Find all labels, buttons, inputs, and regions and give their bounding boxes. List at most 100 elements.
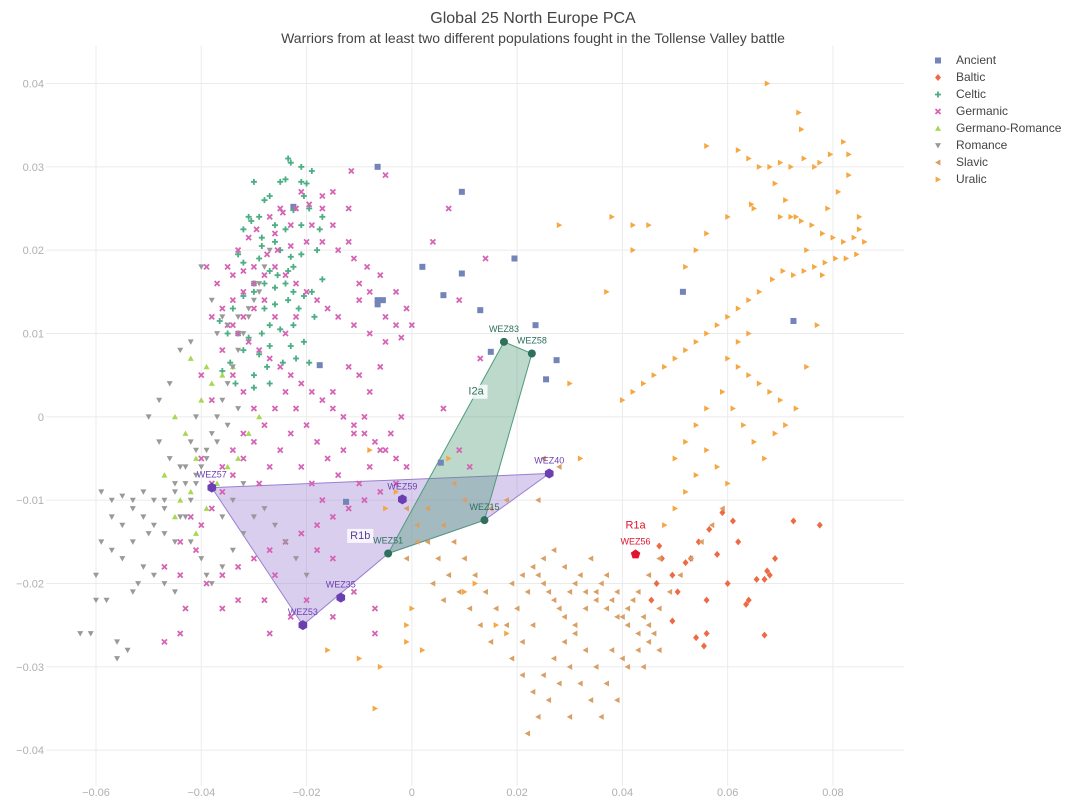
point-germanic bbox=[356, 372, 363, 379]
point-uralic bbox=[683, 488, 689, 495]
point-slavic bbox=[550, 547, 557, 554]
point-celtic bbox=[308, 288, 315, 295]
point-germanic bbox=[198, 455, 205, 462]
point-romance bbox=[271, 522, 278, 529]
point-slavic bbox=[566, 588, 573, 595]
point-uralic bbox=[814, 322, 821, 329]
point-germanic bbox=[161, 638, 168, 645]
point-baltic bbox=[700, 642, 707, 650]
point-uralic bbox=[756, 288, 763, 295]
point-romance bbox=[77, 631, 84, 637]
point-celtic bbox=[300, 338, 307, 345]
point-celtic bbox=[298, 222, 305, 229]
point-germanic bbox=[329, 188, 337, 195]
point-uralic bbox=[827, 151, 834, 158]
point-romance bbox=[161, 581, 168, 587]
point-germanic bbox=[203, 580, 210, 587]
sample-label-wez15: WEZ15 bbox=[469, 502, 499, 512]
point-uralic bbox=[630, 247, 636, 254]
point-slavic bbox=[598, 713, 604, 720]
haplogroup-hulls: I2a R1b bbox=[210, 341, 551, 626]
point-romance bbox=[256, 289, 263, 295]
point-germanic bbox=[292, 405, 300, 412]
point-germanic bbox=[371, 630, 379, 637]
point-uralic bbox=[556, 222, 563, 229]
point-celtic bbox=[277, 178, 284, 185]
point-uralic bbox=[704, 405, 710, 412]
legend-marker-germanic bbox=[934, 108, 942, 115]
point-romance bbox=[124, 647, 131, 654]
point-germanic bbox=[398, 334, 405, 341]
point-celtic bbox=[306, 359, 313, 366]
point-germanic bbox=[345, 363, 352, 370]
point-uralic bbox=[725, 213, 731, 220]
point-germano-romance bbox=[245, 430, 252, 436]
point-uralic bbox=[662, 522, 668, 529]
point-slavic bbox=[587, 697, 594, 704]
x-tick-label: 0.04 bbox=[612, 787, 633, 799]
point-baltic bbox=[753, 575, 760, 583]
point-uralic bbox=[843, 255, 850, 262]
point-germanic bbox=[361, 497, 368, 504]
point-uralic bbox=[835, 188, 842, 195]
sample-label-wez35: WEZ35 bbox=[326, 580, 356, 590]
point-romance bbox=[171, 589, 178, 595]
point-baltic bbox=[761, 631, 768, 639]
point-germanic bbox=[229, 322, 237, 329]
point-germanic bbox=[234, 247, 242, 254]
point-germanic bbox=[266, 213, 273, 220]
point-celtic bbox=[285, 297, 292, 304]
point-uralic bbox=[791, 272, 797, 279]
point-germanic bbox=[345, 205, 352, 212]
point-romance bbox=[224, 322, 231, 329]
point-germanic bbox=[366, 388, 373, 395]
point-uralic bbox=[504, 630, 510, 637]
point-germanic bbox=[277, 447, 284, 454]
point-slavic bbox=[540, 555, 546, 562]
point-celtic bbox=[290, 322, 297, 329]
point-uralic bbox=[683, 438, 689, 445]
point-germanic bbox=[240, 455, 247, 462]
point-uralic bbox=[751, 205, 757, 212]
point-slavic bbox=[529, 563, 536, 570]
point-uralic bbox=[856, 213, 863, 220]
point-slavic bbox=[461, 555, 467, 562]
point-germanic bbox=[477, 355, 484, 362]
point-germanic bbox=[266, 630, 273, 637]
point-germanic bbox=[256, 480, 263, 487]
point-slavic bbox=[519, 572, 525, 579]
point-germanic bbox=[292, 313, 300, 320]
point-germanic bbox=[340, 413, 347, 420]
point-uralic bbox=[783, 422, 789, 429]
point-celtic bbox=[282, 176, 289, 183]
sample-wez83 bbox=[499, 337, 508, 346]
point-slavic bbox=[440, 597, 446, 604]
point-uralic bbox=[862, 238, 868, 245]
point-germano-romance bbox=[171, 513, 178, 520]
sample-label-wez53: WEZ53 bbox=[288, 607, 318, 617]
point-uralic bbox=[772, 430, 779, 437]
point-ancient bbox=[437, 459, 444, 466]
point-celtic bbox=[290, 288, 297, 295]
point-romance bbox=[187, 439, 194, 445]
point-uralic bbox=[646, 222, 652, 229]
point-uralic bbox=[777, 397, 784, 404]
point-uralic bbox=[446, 455, 452, 462]
point-uralic bbox=[788, 213, 794, 220]
point-baltic bbox=[772, 555, 779, 562]
x-tick-label: −0.02 bbox=[293, 787, 321, 799]
point-slavic bbox=[524, 730, 531, 737]
point-uralic bbox=[672, 355, 679, 362]
x-tick-label: −0.06 bbox=[82, 787, 110, 799]
point-germanic bbox=[240, 388, 247, 395]
point-celtic bbox=[319, 213, 326, 220]
point-slavic bbox=[577, 680, 583, 687]
point-germanic bbox=[240, 267, 247, 275]
point-slavic bbox=[635, 588, 641, 595]
point-germanic bbox=[303, 597, 310, 604]
point-romance bbox=[98, 489, 105, 495]
point-germanic bbox=[261, 297, 268, 304]
point-germanic bbox=[303, 238, 310, 245]
point-romance bbox=[129, 589, 136, 595]
